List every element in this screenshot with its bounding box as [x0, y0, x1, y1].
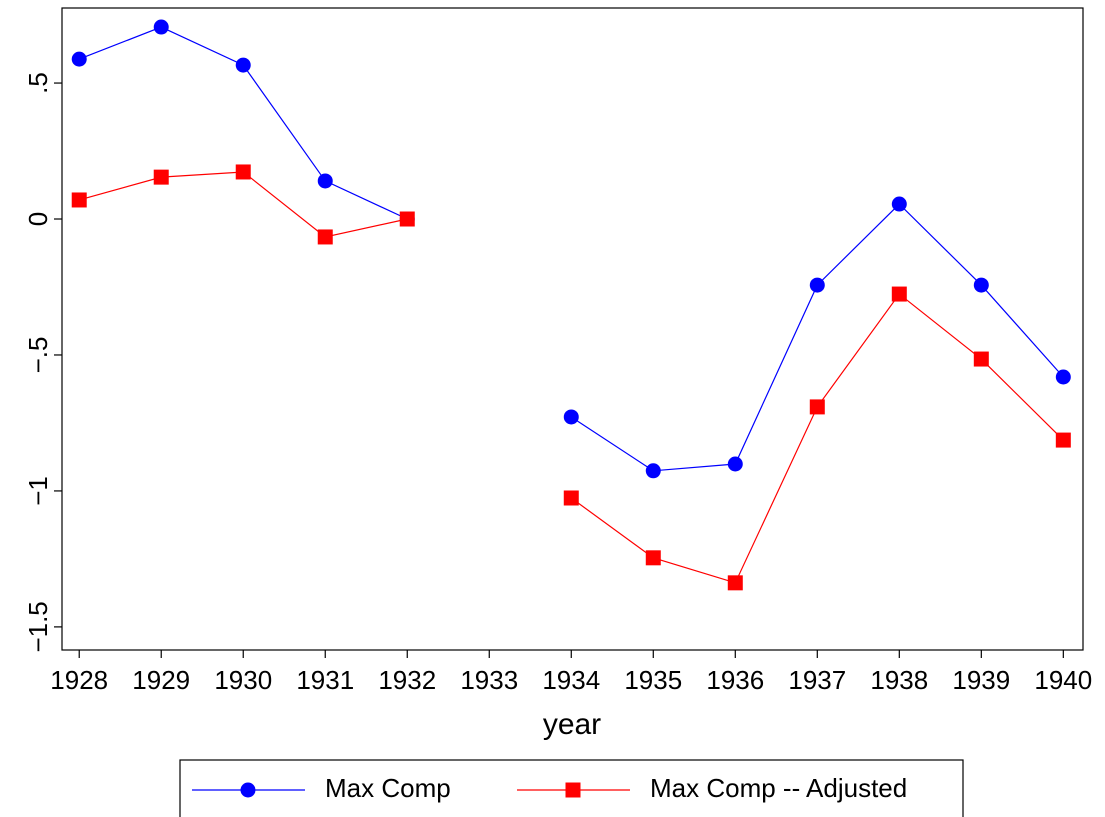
legend-marker [565, 782, 581, 798]
x-tick-label: 1928 [50, 665, 108, 695]
y-tick-label: −1 [23, 476, 53, 506]
y-tick-label: −.5 [23, 337, 53, 374]
x-tick-label: 1933 [460, 665, 518, 695]
data-point [399, 211, 415, 227]
data-point [1055, 369, 1071, 385]
y-tick-label: 0 [23, 212, 53, 226]
data-point [1055, 432, 1071, 448]
x-tick-label: 1937 [788, 665, 846, 695]
data-point [153, 169, 169, 185]
data-point [891, 286, 907, 302]
y-tick-label: .5 [23, 72, 53, 94]
data-point [563, 490, 579, 506]
data-point [727, 456, 743, 472]
legend-label: Max Comp -- Adjusted [650, 773, 907, 803]
data-point [645, 550, 661, 566]
x-tick-label: 1930 [214, 665, 272, 695]
data-point [71, 51, 87, 67]
series-line [79, 26, 1064, 472]
x-tick-label: 1935 [624, 665, 682, 695]
data-point [809, 399, 825, 415]
data-point [235, 57, 251, 73]
data-point [317, 173, 333, 189]
x-tick-label: 1938 [870, 665, 928, 695]
legend-marker [240, 782, 256, 798]
data-point [645, 463, 661, 479]
x-tick-label: 1929 [132, 665, 190, 695]
data-point [809, 277, 825, 293]
data-point [71, 192, 87, 208]
data-point [235, 164, 251, 180]
x-tick-label: 1934 [542, 665, 600, 695]
data-point [563, 409, 579, 425]
x-tick-label: 1931 [296, 665, 354, 695]
data-point [973, 277, 989, 293]
x-axis-label: year [543, 708, 601, 741]
data-point [727, 575, 743, 591]
x-tick-label: 1940 [1034, 665, 1092, 695]
y-tick-label: −1.5 [23, 601, 53, 652]
x-tick-label: 1936 [706, 665, 764, 695]
x-tick-label: 1932 [378, 665, 436, 695]
x-tick-label: 1939 [952, 665, 1010, 695]
series-line [79, 171, 1064, 584]
data-point [153, 19, 169, 35]
plot-frame [61, 7, 1084, 651]
data-point [973, 351, 989, 367]
data-point [891, 196, 907, 212]
data-point [317, 229, 333, 245]
legend-label: Max Comp [325, 773, 451, 803]
